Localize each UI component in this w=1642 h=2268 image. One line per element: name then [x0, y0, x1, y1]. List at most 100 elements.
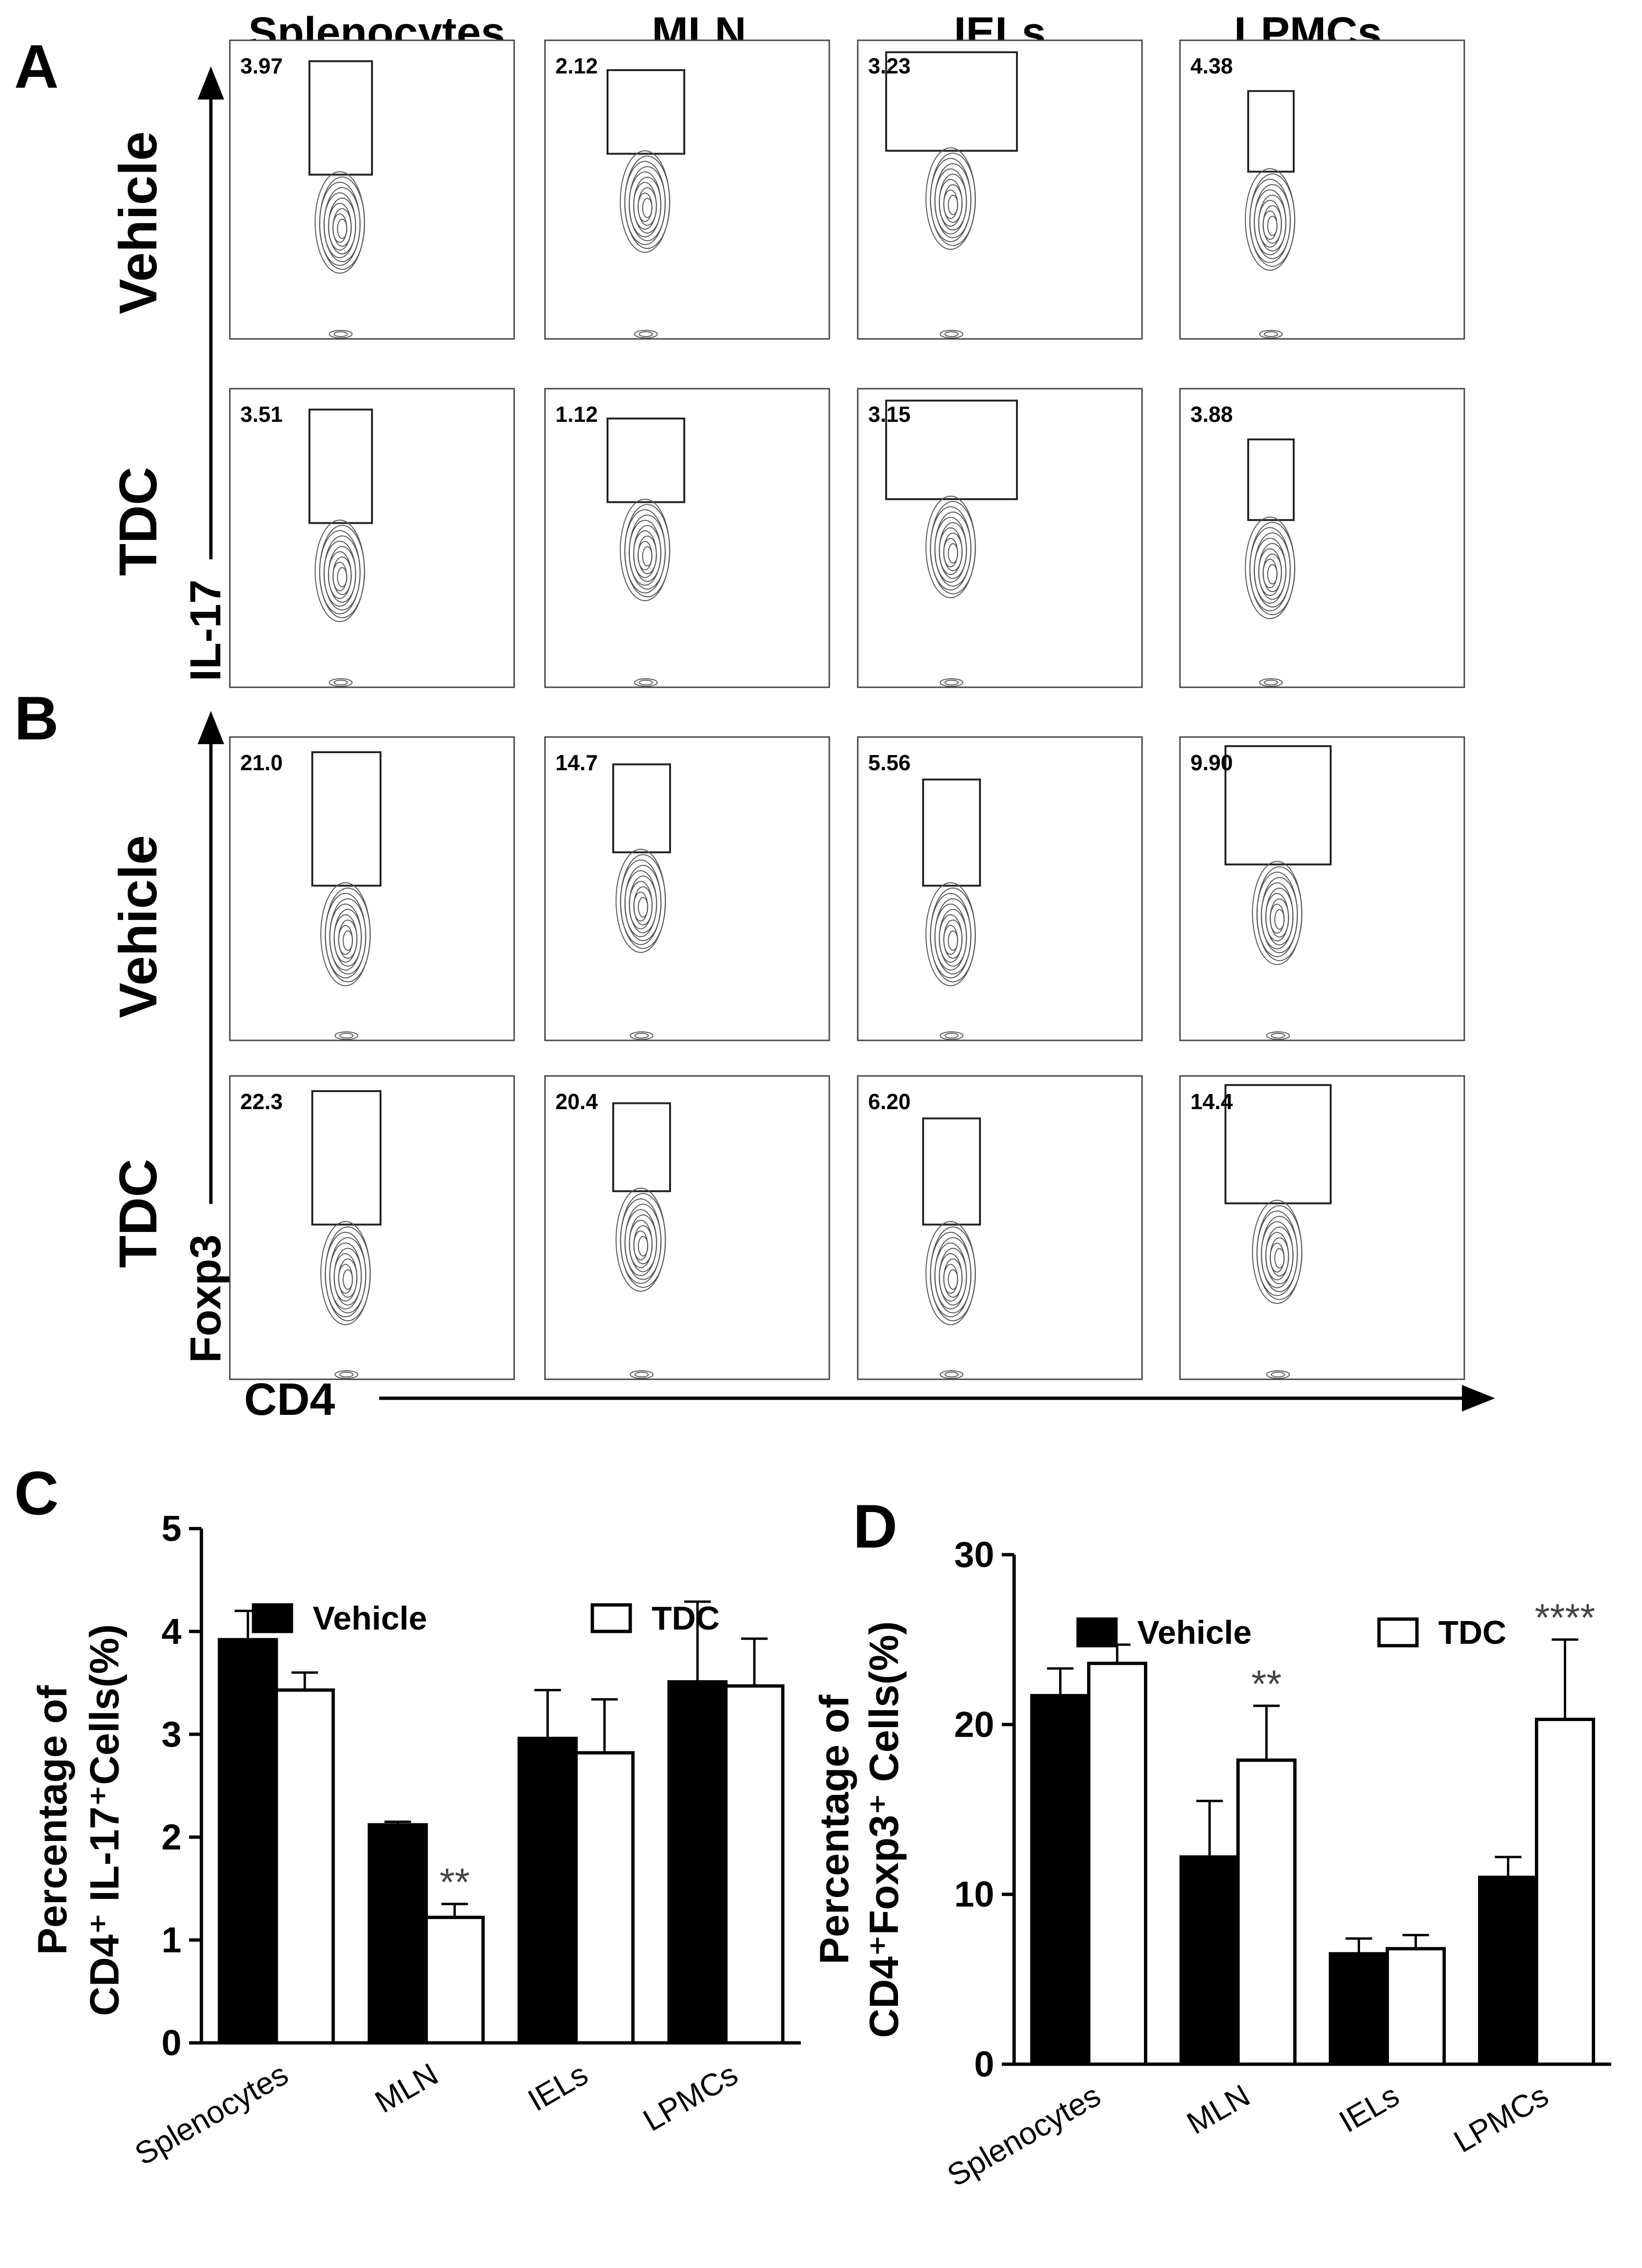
contour-line [1271, 1372, 1285, 1377]
contour-line [940, 1031, 963, 1040]
flow-plot-a-0-2: 3.23 [857, 39, 1143, 340]
y-tick-label: 3 [162, 1714, 181, 1755]
contour-line [1267, 564, 1278, 584]
y-tick-label: 5 [162, 1509, 181, 1549]
contour-line [948, 1269, 958, 1290]
contour-line [329, 330, 353, 338]
contour-line [1264, 331, 1278, 337]
contour-line [339, 1033, 354, 1038]
foxp3-axis-label: Foxp3 [181, 1235, 230, 1363]
flow-plot-frame [544, 1075, 830, 1380]
bar-vehicle-splenocytes [1030, 1694, 1090, 2066]
bar-vehicle-iels [517, 1737, 578, 2045]
flow-plot-b-0-0: 21.0 [229, 736, 515, 1041]
y-tick-label: 0 [162, 2023, 181, 2063]
flow-plot-frame [1179, 736, 1465, 1041]
contour-line [948, 195, 958, 215]
gate-percentage: 14.4 [1190, 1089, 1233, 1114]
x-tick-label: IELs [522, 2056, 593, 2118]
contour-line [638, 897, 648, 918]
flow-plot-frame [1179, 388, 1465, 688]
contour-line [337, 219, 347, 239]
gate-box [1225, 745, 1332, 865]
significance-marker: ** [1252, 1663, 1282, 1706]
gate-percentage: 3.15 [868, 402, 911, 427]
contour-line [944, 1033, 959, 1038]
flow-plot-b-0-2: 5.56 [857, 736, 1143, 1041]
gate-box [308, 409, 373, 524]
y-tick-label: 0 [974, 2044, 994, 2085]
flow-plot-b-0-3: 9.90 [1179, 736, 1465, 1041]
flow-plot-frame [1179, 1075, 1465, 1380]
contour-line [940, 1370, 963, 1379]
flow-plot-b-0-1: 14.7 [544, 736, 830, 1041]
flow-plots: 3.97 2.12 3.23 4.38 3.51 1.12 3.15 3.88 21.0 14.7… [229, 39, 1465, 1380]
bar-tdc-splenocytes [274, 1688, 335, 2045]
flow-plot-a-1-0: 3.51 [229, 388, 515, 688]
contour-line [635, 1372, 649, 1377]
contour-line [948, 930, 958, 951]
contour-line [940, 678, 963, 687]
contour-line [337, 567, 347, 588]
contour-line [639, 680, 653, 685]
legend-label: Vehicle [1137, 1614, 1252, 1651]
gate-percentage: 4.38 [1190, 54, 1233, 78]
contour-line [1266, 1370, 1290, 1379]
y-axis-label: CD4⁺Foxp3⁺ Cells(%) [862, 1621, 907, 2038]
legend-label: TDC [652, 1600, 720, 1637]
contour-line [335, 1370, 358, 1379]
panel-letter-c: C [14, 1458, 59, 1528]
flow-plot-b-1-3: 14.4 [1179, 1075, 1465, 1380]
significance-marker: ** [439, 1861, 470, 1904]
contour-line [948, 543, 958, 564]
bar-vehicle-iels [1329, 1952, 1389, 2066]
gate-percentage: 1.12 [555, 402, 598, 427]
flow-plot-a-0-3: 4.38 [1179, 39, 1465, 340]
gate-percentage: 9.90 [1190, 750, 1233, 775]
contour-line [329, 678, 353, 687]
contour-line [334, 331, 348, 337]
contour-line [343, 930, 353, 951]
flow-plot-frame [857, 388, 1143, 688]
row-label-tdc-a: TDC [109, 467, 168, 576]
gate-box [1247, 90, 1295, 173]
contour-line [1264, 680, 1278, 685]
panel-letter-d: D [853, 1492, 898, 1561]
contour-line [944, 680, 959, 685]
bar-tdc-mln [424, 1915, 485, 2045]
gate-box [308, 60, 373, 176]
flow-plot-a-1-3: 3.88 [1179, 388, 1465, 688]
flow-plot-b-1-1: 20.4 [544, 1075, 830, 1380]
flow-plot-b-1-2: 6.20 [857, 1075, 1143, 1380]
contour-line [343, 1269, 353, 1290]
row-label-tdc-b: TDC [109, 1159, 168, 1268]
y-tick-label: 1 [162, 1920, 181, 1960]
gate-percentage: 3.88 [1190, 402, 1233, 427]
contour-line [944, 1372, 959, 1377]
legend-swatch-tdc [1377, 1617, 1419, 1648]
y-tick-label: 20 [954, 1704, 994, 1745]
bar-vehicle-mln [367, 1823, 428, 2045]
x-tick-label: Splenocytes [941, 2077, 1106, 2193]
bar-vehicle-splenocytes [218, 1638, 278, 2045]
gate-percentage: 3.97 [240, 54, 283, 78]
row-label-vehicle-b: Vehicle [109, 835, 168, 1018]
flow-plot-frame [857, 39, 1143, 340]
legend-swatch-tdc [590, 1603, 632, 1633]
gate-box [607, 418, 685, 503]
bar-tdc-lpmcs [724, 1684, 785, 2045]
flow-plot-a-1-2: 3.15 [857, 388, 1143, 688]
gate-percentage: 2.12 [555, 54, 598, 78]
contour-line [1267, 216, 1278, 236]
bar-vehicle-lpmcs [1478, 1876, 1538, 2066]
contour-line [635, 1033, 649, 1038]
contour-line [638, 1236, 648, 1257]
chart-d: 0 10 20 30 Percentage of CD4⁺Foxp3⁺ Cells(%) S… [812, 1535, 1611, 2193]
contour-line [1271, 1033, 1285, 1038]
bar-tdc-splenocytes [1087, 1661, 1147, 2066]
legend-label: TDC [1438, 1614, 1506, 1651]
gate-percentage: 3.51 [240, 402, 283, 427]
y-tick-label: 4 [162, 1612, 181, 1652]
gate-box [922, 778, 981, 887]
